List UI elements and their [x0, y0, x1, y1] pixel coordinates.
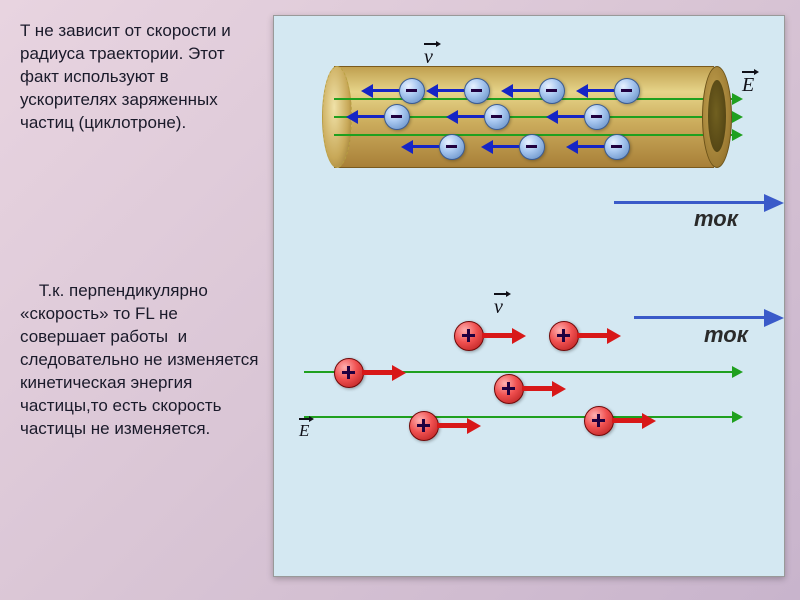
- field-line: [334, 98, 734, 100]
- negative-particle: [519, 134, 545, 160]
- positive-particle: [494, 374, 524, 404]
- velocity-arrow-left: [556, 115, 584, 118]
- vector-e-label: E: [742, 74, 754, 97]
- velocity-arrow-right: [482, 333, 514, 338]
- vector-e-text: E: [299, 421, 309, 440]
- positive-particle: [409, 411, 439, 441]
- negative-particle: [539, 78, 565, 104]
- velocity-arrow-left: [586, 89, 614, 92]
- upper-diagram: v E ток: [304, 46, 764, 176]
- vector-v-label: v: [424, 46, 433, 69]
- field-arrow-head: [732, 366, 743, 378]
- negative-particle: [614, 78, 640, 104]
- diagram-panel: v E ток v E ток: [273, 15, 785, 577]
- current-label-lower: ток: [704, 322, 748, 348]
- lower-diagram: v E ток: [304, 316, 764, 496]
- paragraph-1: T не зависит от скорости и радиуса траек…: [20, 20, 260, 135]
- field-arrow-head: [732, 411, 743, 423]
- velocity-arrow-right: [612, 418, 644, 423]
- vector-e-label: E: [299, 421, 309, 441]
- field-arrow-head: [732, 129, 743, 141]
- velocity-arrow-left: [491, 145, 519, 148]
- positive-particle: [454, 321, 484, 351]
- vector-v-label: v: [494, 296, 503, 319]
- negative-particle: [439, 134, 465, 160]
- negative-particle: [604, 134, 630, 160]
- velocity-arrow-left: [411, 145, 439, 148]
- velocity-arrow-right: [522, 386, 554, 391]
- velocity-arrow-right: [362, 370, 394, 375]
- velocity-arrow-left: [356, 115, 384, 118]
- field-arrow-head: [732, 111, 743, 123]
- velocity-arrow-right: [577, 333, 609, 338]
- velocity-arrow-left: [456, 115, 484, 118]
- cylinder-right-hole: [708, 80, 726, 152]
- negative-particle: [399, 78, 425, 104]
- vector-e-text: E: [742, 74, 754, 96]
- positive-particle: [584, 406, 614, 436]
- negative-particle: [484, 104, 510, 130]
- velocity-arrow-left: [511, 89, 539, 92]
- positive-particle: [549, 321, 579, 351]
- vector-v-text: v: [494, 296, 503, 318]
- velocity-arrow-left: [576, 145, 604, 148]
- negative-particle: [384, 104, 410, 130]
- velocity-arrow-left: [371, 89, 399, 92]
- paragraph-2: Т.к. перпендикулярно «скорость» то FL не…: [20, 280, 260, 441]
- vector-v-text: v: [424, 46, 433, 68]
- velocity-arrow-left: [436, 89, 464, 92]
- positive-particle: [334, 358, 364, 388]
- velocity-arrow-right: [437, 423, 469, 428]
- field-line: [304, 416, 734, 418]
- current-label-upper: ток: [694, 206, 738, 232]
- negative-particle: [584, 104, 610, 130]
- negative-particle: [464, 78, 490, 104]
